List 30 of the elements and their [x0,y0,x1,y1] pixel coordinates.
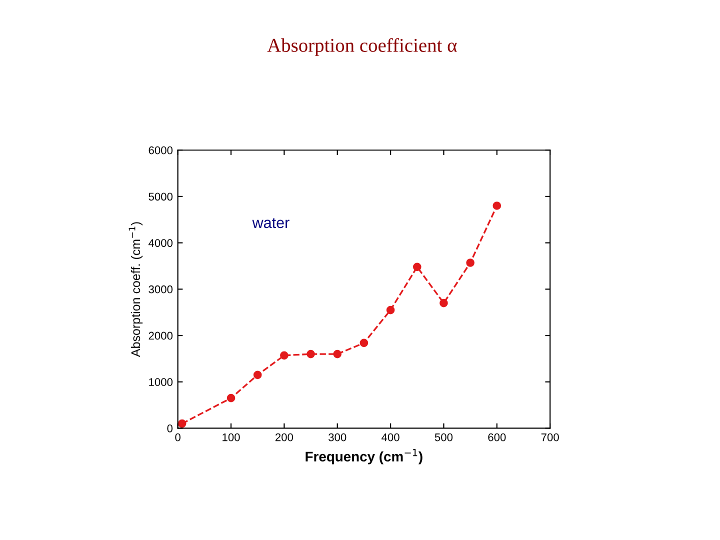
x-tick-label: 600 [488,433,506,442]
point [306,350,315,358]
x-axis-title: Frequency (cm$^{−1}$) [306,448,422,464]
x-tick-label: 700 [541,433,559,442]
point [466,258,474,267]
x-tick-label: 100 [222,433,240,442]
x-tick-label: 300 [328,433,346,442]
y-tick-label: 2000 [148,332,173,340]
y-tick-label: 1000 [149,378,173,386]
point [492,202,502,210]
chart-title: Absorption coefficient α [267,38,457,56]
point [440,298,448,308]
x-tick-label: 500 [434,433,453,442]
point [360,338,368,348]
x-tick-label: 200 [275,433,294,442]
y-tick-label: 5000 [148,192,173,201]
x-tick-label: 0 [175,433,180,442]
point [253,370,262,380]
y-tick-label: 4000 [148,239,173,247]
point [333,350,342,358]
point [280,351,288,360]
x-tick-label: 400 [382,433,400,442]
point [412,262,422,272]
point [226,394,236,402]
point [386,306,395,314]
y-axis-title: Absorption coeff. (cm$^{−1}$) [128,222,143,358]
y-tick-label: 6000 [148,146,173,154]
annotation: water [252,218,290,228]
y-tick-label: 3000 [148,285,173,294]
y-tick-label: 0 [167,424,173,432]
